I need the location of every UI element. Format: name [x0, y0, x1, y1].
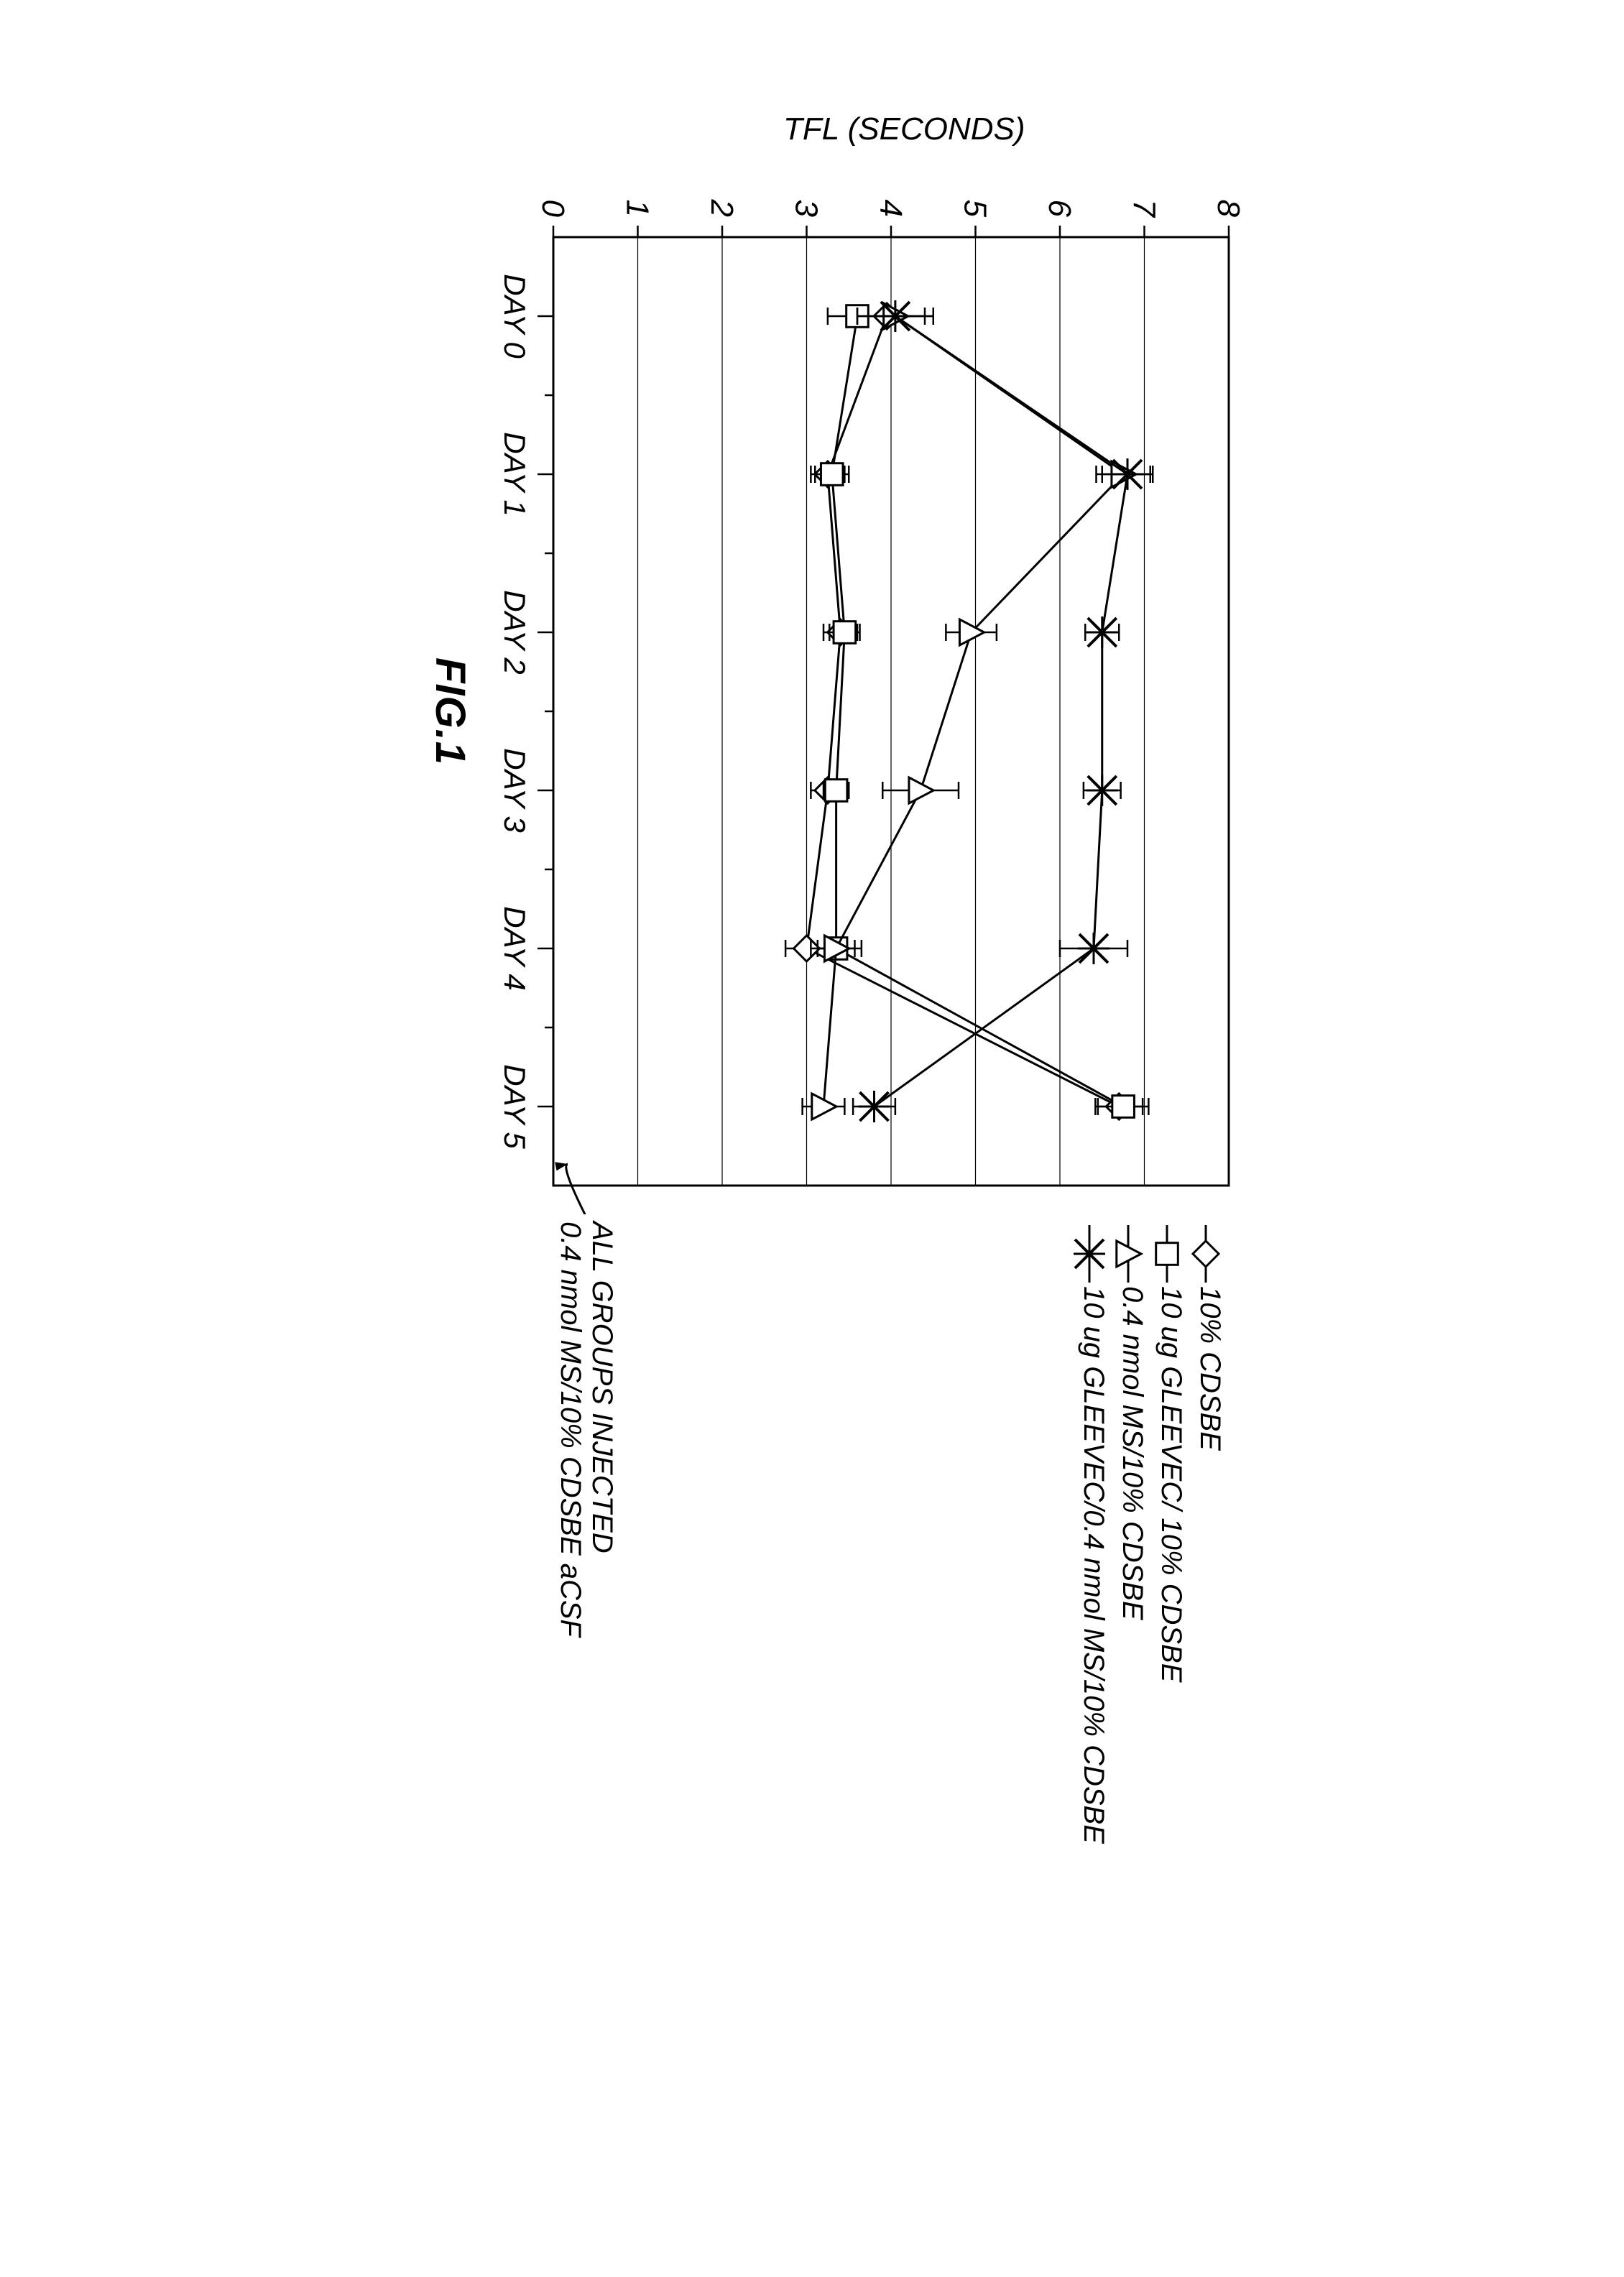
legend-item: 10 ug GLEEVEC/ 10% CDSBE [1150, 1221, 1186, 1844]
triangle-marker-icon [1112, 1221, 1145, 1286]
diamond-marker-icon [1189, 1221, 1222, 1286]
y-tick-label: 0 [535, 200, 571, 218]
y-tick-label: 5 [958, 200, 993, 218]
x-tick-label: DAY 3 [498, 748, 532, 833]
legend: 10% CDSBE 10 ug GLEEVEC/ 10% CDSBE0.4 nmo… [1070, 1221, 1225, 1844]
legend-label: 10 ug GLEEVEC/0.4 nmol MS/10% CDSBE [1078, 1286, 1109, 1844]
x-tick-label: DAY 2 [498, 590, 532, 675]
rotated-canvas: 012345678DAY 0DAY 1DAY 2DAY 3DAY 4DAY 5 … [0, 0, 1624, 2277]
x-tick-label: DAY 5 [498, 1064, 532, 1149]
figure-label: FIG.1 [426, 625, 474, 798]
chart-area: 012345678DAY 0DAY 1DAY 2DAY 3DAY 4DAY 5 … [410, 79, 1250, 1868]
y-tick-label: 7 [1127, 200, 1162, 218]
legend-label: 10 ug GLEEVEC/ 10% CDSBE [1155, 1286, 1186, 1682]
y-tick-label: 4 [873, 200, 908, 217]
x-tick-label: DAY 4 [498, 906, 532, 991]
annotation-line: 0.4 nmol MS/10% CDSBE aCSF [555, 1221, 586, 1637]
legend-item: 0.4 nmol MS/10% CDSBE [1112, 1221, 1148, 1844]
legend-item: 10 ug GLEEVEC/0.4 nmol MS/10% CDSBE [1073, 1221, 1109, 1844]
y-tick-label: 1 [620, 200, 655, 217]
x-tick-label: DAY 0 [498, 274, 532, 359]
legend-label: 10% CDSBE [1194, 1286, 1225, 1451]
legend-label: 0.4 nmol MS/10% CDSBE [1117, 1286, 1148, 1620]
y-tick-label: 2 [704, 199, 739, 217]
y-tick-label: 6 [1042, 200, 1077, 218]
y-tick-label: 8 [1211, 200, 1246, 218]
legend-item: 10% CDSBE [1189, 1221, 1225, 1844]
annotation-line: ALL GROUPS INJECTED [586, 1221, 618, 1637]
square-marker-icon [1150, 1221, 1184, 1286]
x-tick-label: DAY 1 [498, 432, 532, 517]
x-marker-icon [1073, 1221, 1106, 1286]
y-axis-label: TFL (SECONDS) [783, 111, 1025, 147]
y-tick-label: 3 [789, 200, 824, 218]
chart-svg: 0 1 2 3 4 5 6 7 8 DAY 0 DAY 1 DAY 2 DAY 3 DAY 4 DAY 5 [467, 79, 1250, 1214]
annotation: ALL GROUPS INJECTED0.4 nmol MS/10% CDSBE… [555, 1221, 618, 1637]
